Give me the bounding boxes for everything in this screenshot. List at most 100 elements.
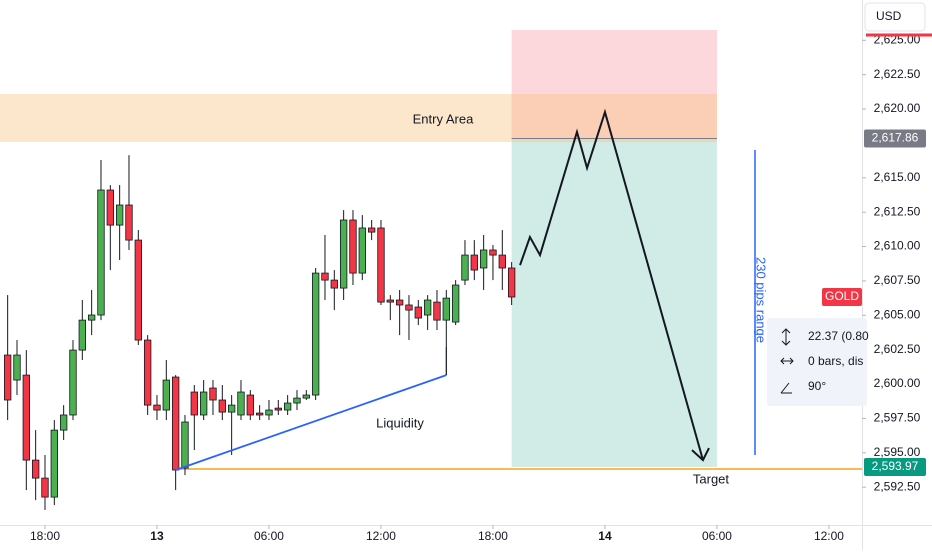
candle-body: [50, 429, 58, 498]
icon-price: [781, 328, 791, 346]
candle-body: [498, 254, 506, 269]
candle-body: [59, 414, 68, 431]
candle-body: [330, 279, 338, 289]
candles: [3, 155, 516, 511]
range-label: 230 pips range: [754, 257, 769, 343]
candle-body: [87, 314, 96, 321]
candle-body: [414, 306, 422, 319]
candle-body: [265, 409, 273, 416]
candle-body: [423, 299, 432, 316]
candle-body: [162, 379, 170, 411]
candle-body: [218, 399, 226, 413]
measure-tooltip: 22.37 (0.80 0 bars, dis 90°: [767, 318, 869, 406]
candle-body: [395, 299, 404, 306]
candle-body: [13, 354, 21, 381]
entry-tag-label: 2,617.86: [872, 131, 919, 145]
y-tick-label: 2,607.50: [874, 273, 921, 287]
candle-body: [237, 391, 245, 416]
candle-body: [470, 254, 478, 271]
stop-zone: [511, 29, 717, 139]
tooltip-box: [767, 318, 867, 406]
y-tick-label: 2,615.00: [874, 170, 921, 184]
candle-body: [293, 397, 301, 404]
candle-body: [479, 249, 488, 269]
x-tick-label: 13: [150, 529, 164, 543]
candle-body: [134, 239, 142, 341]
candle-body: [274, 407, 282, 411]
candle-body: [209, 387, 217, 401]
y-tick-label: 2,602.50: [874, 342, 921, 356]
liquidity-label: Liquidity: [376, 415, 424, 430]
x-tick-label: 18:00: [478, 529, 508, 543]
target-tag: [864, 457, 926, 476]
measure-angle: 90°: [808, 379, 826, 393]
candle-body: [386, 299, 394, 303]
candle-body: [181, 421, 189, 469]
candle-body: [339, 219, 348, 289]
candle-body: [97, 189, 105, 316]
icon-bars: [780, 357, 794, 365]
candle-body: [41, 477, 49, 498]
projection-path: [519, 108, 704, 461]
candle-body: [283, 402, 292, 411]
candle-body: [246, 394, 254, 416]
candle-body: [115, 204, 124, 226]
candle-body: [3, 354, 12, 401]
candle-body: [153, 404, 161, 411]
candle-body: [405, 304, 413, 311]
target-zone: [511, 138, 717, 467]
entry-area: [0, 94, 717, 143]
y-tick-label: 2,600.00: [874, 376, 921, 390]
candle-body: [255, 412, 264, 416]
candle-body: [489, 249, 497, 256]
candle-body: [302, 394, 310, 399]
projection-arrowhead: [691, 447, 710, 462]
candle-body: [451, 284, 460, 323]
axes: 2,625.002,622.502,620.002,615.002,612.50…: [30, 32, 926, 543]
x-tick-label: 18:00: [30, 529, 60, 543]
measure-bars: 0 bars, dis: [808, 354, 863, 368]
candle-body: [321, 272, 329, 281]
currency: USD: [876, 9, 902, 23]
x-tick-label: 14: [598, 529, 612, 543]
candle-body: [227, 404, 236, 413]
candle-body: [143, 339, 152, 406]
candle-body: [442, 297, 450, 321]
y-tick-label: 2,612.50: [874, 204, 921, 218]
y-tick-label: 2,592.50: [874, 479, 921, 493]
candle-body: [349, 219, 357, 274]
candle-body: [311, 272, 320, 396]
target-tag-label: 2,593.97: [872, 459, 919, 473]
candle-body: [106, 189, 114, 226]
x-tick-label: 12:00: [366, 529, 396, 543]
entry-tag: [864, 129, 926, 148]
y-tick-label: 2,597.50: [874, 411, 921, 425]
x-tick-label: 06:00: [254, 529, 284, 543]
y-tick-label: 2,622.50: [874, 67, 921, 81]
drawings: Liquidity Target: [175, 108, 729, 486]
x-tick-label: 06:00: [702, 529, 732, 543]
y-tick-label: 2,595.00: [874, 445, 921, 459]
y-tick-label: 2,605.00: [874, 307, 921, 321]
currency-box[interactable]: [864, 2, 926, 32]
candle-body: [22, 374, 30, 461]
candle-body: [125, 204, 133, 241]
entry-area-label: Entry Area: [413, 111, 474, 126]
symbol-tag: [822, 288, 862, 307]
icon-angle: [780, 382, 792, 394]
zones: Entry Area: [0, 29, 862, 470]
candle-body: [78, 319, 86, 351]
candle-body: [507, 267, 516, 298]
candle-body: [358, 227, 366, 274]
x-tick-label: 12:00: [814, 529, 844, 543]
measure-price: 22.37 (0.80: [808, 329, 869, 343]
symbol-tag-label: GOLD: [825, 289, 859, 303]
candle-body: [190, 391, 198, 416]
candle-body: [199, 391, 208, 416]
candle-body: [461, 254, 469, 281]
candle-body: [377, 227, 385, 303]
candle-body: [69, 349, 77, 416]
candle-body: [171, 376, 180, 471]
